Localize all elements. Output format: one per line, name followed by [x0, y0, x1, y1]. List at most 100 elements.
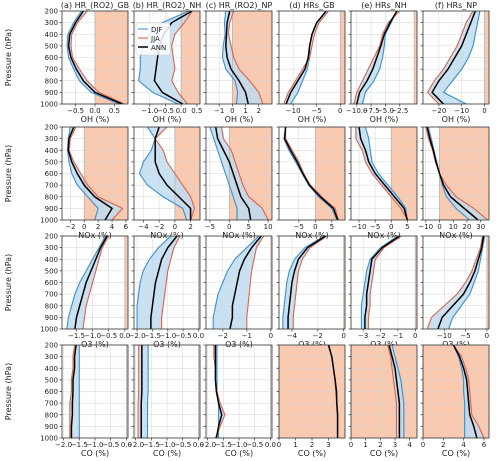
series-line-djf	[146, 345, 149, 438]
plot-area	[279, 127, 345, 220]
x-tick-label: 0	[437, 223, 441, 231]
series-line-ann	[327, 345, 339, 438]
x-tick-label: 0.0	[176, 107, 187, 115]
x-tick-label: 0	[413, 332, 417, 340]
y-tick-label: 1000	[40, 326, 58, 334]
x-axis-label: OH (%)	[370, 115, 399, 124]
x-tick-label: 4	[407, 441, 412, 449]
x-tick-label: 0.5	[191, 107, 202, 115]
series-line-ann	[225, 11, 249, 104]
series-line-ann	[358, 127, 409, 220]
y-tick-label: 600	[45, 279, 58, 287]
y-tick-label: 700	[45, 182, 58, 190]
x-tick-label: −1.0	[231, 441, 248, 449]
x-tick-label: 3	[393, 441, 397, 449]
x-tick-label: −10	[286, 107, 301, 115]
x-tick-label: −2.5	[391, 107, 408, 115]
x-tick-label: −2	[154, 223, 164, 231]
panel-r2-c1: −2 0 2 4 6 NOx (%) 200 300 400 500 600 700 800 900 100…	[4, 124, 129, 241]
x-axis-label: CO (%)	[370, 449, 398, 458]
series-line-jja	[171, 11, 193, 104]
x-axis-label: CO (%)	[153, 449, 181, 458]
series-line-jja	[283, 11, 329, 104]
panel-r4-c4: 0 1 2 3CO (%)	[276, 344, 346, 458]
panel-r3-c5: −3 −2 −1 0 O3 (%)	[348, 235, 417, 349]
x-tick-label: −1.0	[84, 332, 101, 340]
y-tick-label: 300	[45, 244, 58, 252]
x-tick-label: 0.0	[119, 332, 130, 340]
plot-area	[206, 236, 272, 329]
legend-label-djf: DJF	[151, 26, 162, 34]
plot-area	[279, 345, 345, 438]
x-tick-label: 6	[482, 441, 487, 449]
series-line-jja	[246, 236, 265, 329]
series-line-ann	[388, 345, 401, 438]
x-tick-label: 0.0	[265, 441, 276, 449]
series-line-djf	[66, 236, 106, 329]
series-line-ann	[426, 127, 479, 220]
series-line-ann	[214, 127, 252, 220]
x-tick-label: −10.0	[346, 107, 367, 115]
panel-r3-c3: −2 −1 0 O3 (%)	[203, 235, 273, 349]
y-axis-label: Pressure (hPa)	[4, 145, 13, 202]
y-tick-label: 900	[45, 89, 58, 97]
panel-title: (d) HRs_GB	[289, 1, 334, 10]
x-tick-label: 0.5	[109, 107, 120, 115]
series-line-djf	[212, 236, 260, 329]
series-line-jja	[220, 127, 269, 220]
y-tick-label: 800	[45, 193, 58, 201]
x-tick-label: 2	[378, 441, 382, 449]
panel-r3-c4: −4 −2 0 O3 (%)	[276, 235, 346, 349]
x-tick-label: 0	[349, 441, 353, 449]
series-line-jja	[227, 11, 264, 104]
x-axis-label: O3 (%)	[370, 340, 398, 349]
panel-r2-c6: −10 0 10 20 30 NOx (%)	[418, 126, 490, 240]
x-tick-label: 0	[482, 107, 486, 115]
x-tick-label: −10	[352, 223, 367, 231]
plot-area	[62, 11, 128, 104]
x-axis-label: NOx (%)	[295, 231, 328, 240]
x-tick-label: 10	[264, 223, 273, 231]
y-tick-label: 600	[45, 388, 58, 396]
x-axis-label: CO (%)	[81, 449, 109, 458]
x-axis-label: CO (%)	[225, 449, 253, 458]
x-axis-label: NOx (%)	[150, 231, 183, 240]
seasonal-spread-band	[283, 11, 329, 104]
y-axis-label: Pressure (hPa)	[4, 363, 13, 420]
x-axis-label: NOx (%)	[222, 231, 255, 240]
plot-area	[423, 345, 489, 438]
y-tick-label: 500	[45, 158, 58, 166]
series-line-jja	[154, 127, 196, 220]
series-line-jja	[82, 236, 110, 329]
x-tick-label: 0	[269, 332, 273, 340]
plot-area	[351, 127, 417, 220]
x-tick-label: 0	[277, 441, 281, 449]
y-tick-label: 600	[45, 170, 58, 178]
series-line-djf	[221, 11, 239, 104]
y-tick-label: 800	[45, 302, 58, 310]
series-line-ann	[154, 127, 192, 220]
x-tick-label: −2.0	[199, 441, 216, 449]
panel-title: (e) HRs_NH	[361, 1, 406, 10]
series-line-ann	[70, 345, 77, 438]
y-tick-label: 800	[45, 77, 58, 85]
legend-label-jja: JJA	[150, 35, 160, 43]
x-axis-label: O3 (%)	[298, 340, 326, 349]
x-tick-label: −3	[358, 332, 368, 340]
series-line-ann	[356, 11, 398, 104]
series-line-ann	[67, 11, 123, 104]
series-line-jja	[285, 127, 339, 220]
x-tick-label: −0.5	[67, 107, 84, 115]
y-tick-label: 800	[45, 411, 58, 419]
x-tick-label: −1	[214, 107, 224, 115]
plot-area	[62, 345, 128, 438]
y-tick-label: 1000	[40, 435, 58, 443]
seasonal-spread-band	[67, 11, 125, 104]
x-axis-label: NOx (%)	[78, 231, 111, 240]
series-line-jja	[68, 127, 124, 220]
seasonal-spread-band	[213, 236, 264, 329]
x-tick-label: −1.5	[143, 441, 160, 449]
y-tick-label: 700	[45, 400, 58, 408]
seasonal-spread-band	[67, 127, 123, 220]
